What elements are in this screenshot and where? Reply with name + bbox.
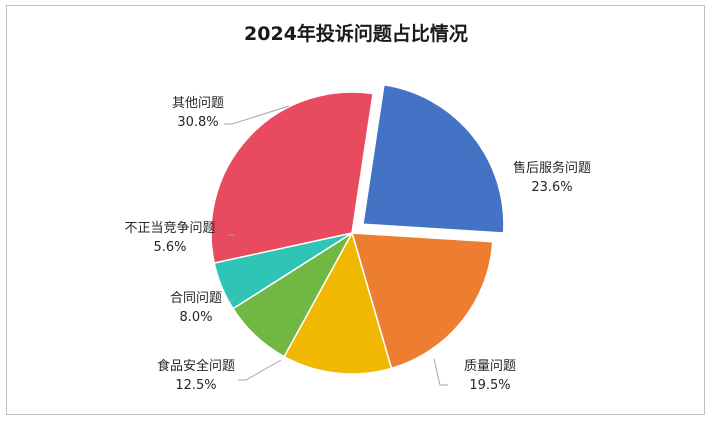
slice-category-label: 合同问题 (170, 291, 222, 306)
slice-percent-label: 12.5% (175, 378, 216, 393)
leader-line-6 (224, 105, 290, 125)
pie-slices (210, 83, 505, 375)
leader-line-3 (238, 359, 282, 381)
slice-category-label: 食品安全问题 (157, 358, 235, 374)
pie-slice-3 (283, 231, 393, 375)
slice-percent-label: 23.6% (531, 180, 572, 195)
slice-labels: 售后服务问题 23.6% 质量问题 19.5% 食品安全问题 12.5% 合同问题 8.0% 不… (124, 96, 591, 393)
pie-slice-2 (350, 232, 494, 370)
leader-line-2 (433, 358, 448, 386)
slice-category-label: 售后服务问题 (513, 160, 591, 176)
slice-percent-label: 30.8% (177, 115, 218, 130)
slice-category-label: 不正当竞争问题 (124, 220, 215, 236)
slice-percent-label: 19.5% (469, 378, 510, 393)
slice-percent-label: 5.6% (153, 240, 186, 255)
pie-slice-1 (362, 83, 505, 234)
leader-lines (224, 105, 448, 386)
slice-category-label: 其他问题 (172, 96, 224, 111)
chart-title: 2024年投诉问题占比情况 (244, 22, 468, 45)
pie-slice-6 (210, 91, 374, 264)
slice-category-label: 质量问题 (464, 359, 516, 374)
slice-percent-label: 8.0% (179, 310, 212, 325)
